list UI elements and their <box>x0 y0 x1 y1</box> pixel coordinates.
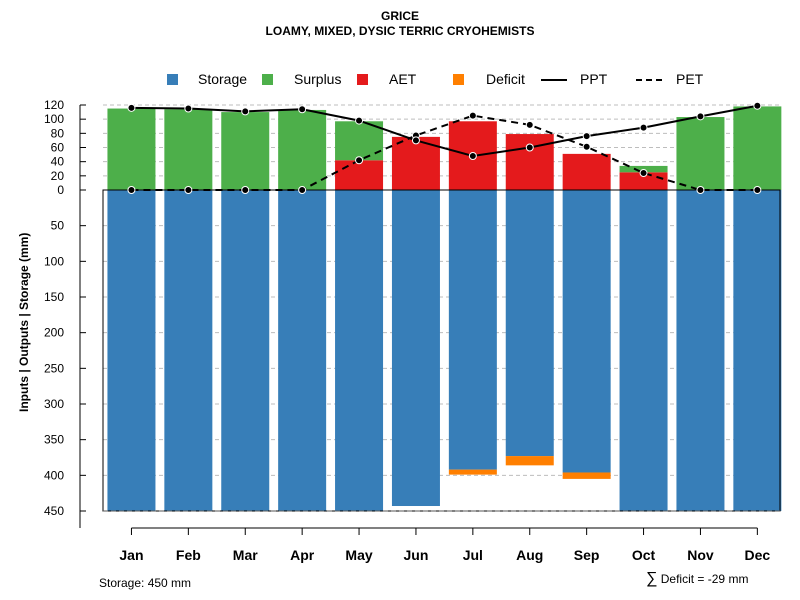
ppt-point <box>127 103 136 112</box>
y-tick-label-upper: 120 <box>44 98 64 112</box>
x-tick-label: Apr <box>290 547 315 563</box>
legend-label-ppt: PPT <box>580 71 608 87</box>
ppt-point <box>696 112 705 121</box>
legend-label-deficit: Deficit <box>486 71 525 87</box>
y-tick-label-upper: 60 <box>51 141 65 155</box>
x-tick-label: Sep <box>574 547 600 563</box>
ppt-point <box>753 101 762 110</box>
pet-point <box>639 169 648 177</box>
surplus-bar <box>278 109 327 190</box>
pet-point <box>753 186 762 194</box>
pet-point <box>127 186 136 194</box>
surplus-bar <box>221 112 270 190</box>
y-tick-label-upper: 40 <box>51 155 65 169</box>
legend-label-storage: Storage <box>198 71 248 87</box>
surplus-bar <box>107 108 156 190</box>
y-tick-label-lower: 250 <box>44 361 64 375</box>
pet-point <box>298 186 307 194</box>
surplus-bar <box>676 117 725 190</box>
storage-bar <box>221 190 270 511</box>
deficit-bar <box>562 472 611 479</box>
ppt-line <box>131 104 758 158</box>
storage-bar <box>505 190 554 457</box>
legend-swatch-aet <box>357 74 368 85</box>
legend-line-ppt <box>541 79 567 81</box>
y-tick-label-upper: 80 <box>51 126 65 140</box>
pet-line <box>131 114 758 191</box>
x-tick-label: May <box>345 547 372 563</box>
aet-bar <box>619 172 668 190</box>
pet-point <box>468 111 477 120</box>
deficit-footnote: ∑ Deficit = -29 mm <box>646 570 748 588</box>
x-tick-label: Mar <box>233 547 258 563</box>
aet-bar <box>335 160 384 190</box>
pet-point <box>241 186 250 194</box>
storage-footnote: Storage: 450 mm <box>99 576 192 590</box>
y-tick-label-lower: 450 <box>44 504 64 518</box>
chart-title: GRICE <box>380 9 419 23</box>
y-tick-label-lower: 200 <box>44 326 64 340</box>
y-tick-label-lower: 50 <box>51 219 65 233</box>
x-tick-label: Aug <box>516 547 543 563</box>
deficit-bar <box>505 456 554 466</box>
y-tick-label-lower: 400 <box>44 468 64 482</box>
storage-bar <box>448 190 497 470</box>
surplus-bar <box>733 106 782 190</box>
deficit-total: Deficit = -29 mm <box>660 572 749 586</box>
pet-point <box>184 186 193 194</box>
y-tick-label-lower: 100 <box>44 254 64 268</box>
ppt-point <box>468 152 477 160</box>
chart-subtitle: LOAMY, MIXED, DYSIC TERRIC CRYOHEMISTS <box>265 24 535 38</box>
storage-bar <box>733 190 782 511</box>
y-tick-label-upper: 0 <box>57 183 64 197</box>
legend-label-surplus: Surplus <box>294 71 342 87</box>
y-tick-label-upper: 100 <box>44 112 64 126</box>
pet-point <box>525 120 534 129</box>
x-tick-label: Jul <box>463 547 483 563</box>
x-tick-label: Jun <box>404 547 429 563</box>
ppt-point <box>525 143 534 152</box>
storage-bar <box>676 190 725 511</box>
x-tick-label: Oct <box>632 547 656 563</box>
sigma-symbol: ∑ <box>646 570 658 587</box>
storage-bar <box>107 190 156 511</box>
pet-point <box>355 156 364 165</box>
storage-bar <box>391 190 440 507</box>
legend-line-pet <box>636 79 662 81</box>
legend-swatch-surplus <box>262 74 273 85</box>
ppt-point <box>355 116 364 125</box>
ppt-point <box>298 105 307 114</box>
surplus-bar <box>164 109 213 190</box>
x-tick-label: Jan <box>119 547 143 563</box>
x-tick-label: Feb <box>176 547 201 563</box>
storage-bar <box>619 190 668 511</box>
pet-point <box>582 142 591 151</box>
storage-bar <box>562 190 611 473</box>
x-tick-label: Nov <box>687 547 714 563</box>
ppt-point <box>184 104 193 113</box>
legend-swatch-deficit <box>453 74 464 85</box>
storage-bar <box>278 190 327 511</box>
pet-point <box>696 186 705 194</box>
y-tick-label-lower: 350 <box>44 433 64 447</box>
deficit-bar <box>448 469 497 475</box>
storage-bar <box>335 190 384 511</box>
ppt-point <box>241 107 250 116</box>
aet-bar <box>562 153 611 190</box>
legend-label-pet: PET <box>676 71 704 87</box>
y-tick-label-lower: 300 <box>44 397 64 411</box>
y-tick-label-upper: 20 <box>51 169 65 183</box>
x-tick-label: Dec <box>745 547 771 563</box>
ppt-point <box>582 132 591 141</box>
aet-bar <box>505 134 554 190</box>
legend-label-aet: AET <box>389 71 417 87</box>
storage-bar <box>164 190 213 511</box>
ppt-point <box>411 136 420 145</box>
ppt-point <box>639 123 648 132</box>
y-tick-label-lower: 150 <box>44 290 64 304</box>
legend-swatch-storage <box>167 74 178 85</box>
